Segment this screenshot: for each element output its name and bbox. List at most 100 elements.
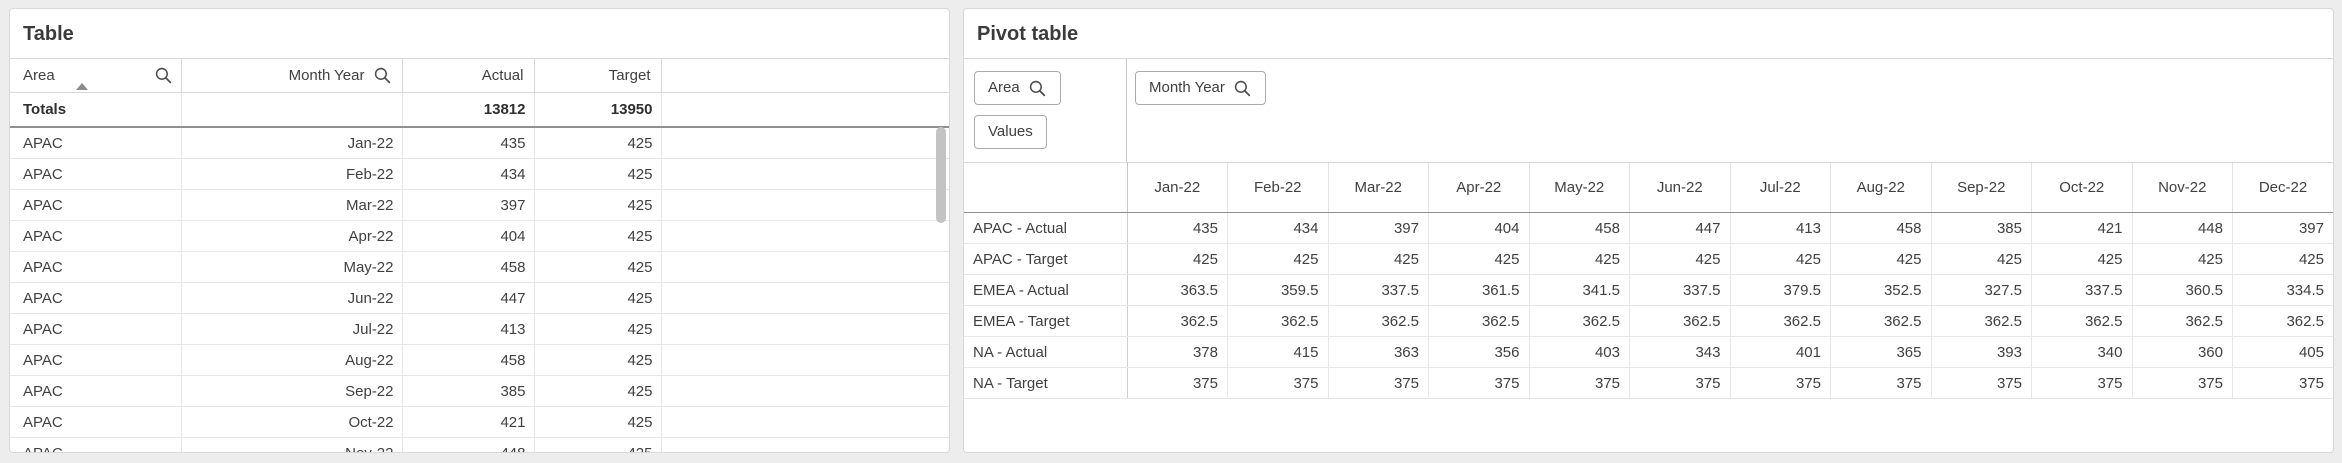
pivot-column-header[interactable]: Aug-22 (1830, 162, 1931, 213)
pivot-column-header[interactable]: Oct-22 (2031, 162, 2132, 213)
pivot-value-cell: 334.5 (2232, 274, 2333, 306)
cell-actual: 413 (402, 313, 535, 345)
pivot-column-header[interactable]: Sep-22 (1930, 162, 2032, 213)
cell-area[interactable]: APAC (10, 251, 182, 283)
pivot-dimension-area-button[interactable]: Area (974, 71, 1061, 105)
pivot-row-label[interactable]: APAC - Actual (964, 212, 1128, 244)
cell-empty (661, 437, 949, 452)
cell-month[interactable]: Aug-22 (181, 344, 403, 376)
pivot-row-label[interactable]: EMEA - Actual (964, 274, 1128, 306)
cell-month[interactable]: Nov-22 (181, 437, 403, 452)
table-row: APAC Jul-22 413 425 (10, 313, 949, 345)
pivot-value-cell: 362.5 (2232, 305, 2333, 337)
pivot-row-label[interactable]: APAC - Target (964, 243, 1128, 275)
pivot-value-cell: 403 (1528, 336, 1630, 368)
cell-area[interactable]: APAC (10, 406, 182, 438)
column-header-empty (661, 58, 949, 93)
pivot-value-cell: 375 (2131, 367, 2233, 399)
pivot-value-cell: 362.5 (2131, 305, 2233, 337)
pivot-column-header[interactable]: Apr-22 (1428, 162, 1529, 213)
pivot-values-button[interactable]: Values (974, 115, 1047, 149)
cell-month[interactable]: Jul-22 (181, 313, 403, 345)
pivot-row-label[interactable]: EMEA - Target (964, 305, 1128, 337)
column-header-month-year[interactable]: Month Year (181, 58, 403, 93)
pivot-value-cell: 425 (2031, 243, 2132, 275)
pivot-value-cell: 405 (2232, 336, 2333, 368)
cell-month[interactable]: Sep-22 (181, 375, 403, 407)
column-header-month-year-label: Month Year (288, 67, 365, 84)
cell-actual: 448 (402, 437, 535, 452)
pivot-dimension-month-year-button[interactable]: Month Year (1135, 71, 1266, 105)
cell-month[interactable]: Mar-22 (181, 189, 403, 221)
pivot-body: APAC - Actual 435 434 397 404 458 447 413 458 385… (964, 212, 2333, 399)
pivot-value-cell: 362.5 (1930, 305, 2032, 337)
cell-month[interactable]: Apr-22 (181, 220, 403, 252)
pivot-value-cell: 327.5 (1930, 274, 2032, 306)
cell-actual: 458 (402, 251, 535, 283)
cell-area[interactable]: APAC (10, 437, 182, 452)
pivot-value-cell: 458 (1528, 212, 1630, 244)
column-header-target[interactable]: Target (534, 58, 662, 93)
straight-table: Area Month Year (10, 58, 949, 452)
pivot-column-header[interactable]: Mar-22 (1327, 162, 1429, 213)
cell-area[interactable]: APAC (10, 127, 182, 159)
column-header-area[interactable]: Area (10, 58, 182, 93)
cell-area[interactable]: APAC (10, 344, 182, 376)
cell-target: 425 (534, 189, 662, 221)
pivot-row-label[interactable]: NA - Actual (964, 336, 1128, 368)
cell-target: 425 (534, 437, 662, 452)
cell-empty (661, 158, 949, 190)
vertical-scrollbar[interactable] (936, 127, 946, 223)
pivot-value-cell: 425 (1830, 243, 1931, 275)
search-icon[interactable] (373, 66, 392, 85)
cell-month[interactable]: Feb-22 (181, 158, 403, 190)
cell-area[interactable]: APAC (10, 282, 182, 314)
straight-table-body: Totals 13812 13950 APAC Jan-22 435 425 APAC F… (10, 92, 949, 452)
search-icon[interactable] (1233, 79, 1252, 98)
pivot-value-cell: 362.5 (1327, 305, 1429, 337)
pivot-column-header[interactable]: Jun-22 (1629, 162, 1730, 213)
cell-area[interactable]: APAC (10, 220, 182, 252)
pivot-row: NA - Target 375 375 375 375 375 375 375 375 375 37… (964, 367, 2333, 399)
cell-target: 425 (534, 344, 662, 376)
pivot-column-header[interactable]: Jan-22 (1126, 162, 1228, 213)
search-icon[interactable] (1028, 79, 1047, 98)
pivot-column-header[interactable]: May-22 (1528, 162, 1630, 213)
cell-month[interactable]: Jan-22 (181, 127, 403, 159)
table-row: APAC Oct-22 421 425 (10, 406, 949, 438)
pivot-value-cell: 362.5 (1528, 305, 1630, 337)
cell-area[interactable]: APAC (10, 158, 182, 190)
cell-target: 425 (534, 406, 662, 438)
cell-month[interactable]: Jun-22 (181, 282, 403, 314)
pivot-value-cell: 341.5 (1528, 274, 1630, 306)
column-header-area-label: Area (23, 67, 55, 84)
cell-target: 425 (534, 127, 662, 159)
totals-actual: 13812 (402, 92, 535, 128)
cell-month[interactable]: Oct-22 (181, 406, 403, 438)
cell-area[interactable]: APAC (10, 313, 182, 345)
pivot-value-cell: 401 (1729, 336, 1831, 368)
column-header-actual[interactable]: Actual (402, 58, 535, 93)
pivot-column-header[interactable]: Feb-22 (1227, 162, 1328, 213)
totals-label: Totals (10, 92, 182, 128)
search-icon[interactable] (154, 66, 173, 85)
pivot-value-cell: 375 (1930, 367, 2032, 399)
pivot-value-cell: 375 (1830, 367, 1931, 399)
cell-actual: 458 (402, 344, 535, 376)
pivot-value-cell: 375 (1629, 367, 1730, 399)
pivot-column-header[interactable]: Dec-22 (2232, 162, 2333, 213)
column-header-actual-label: Actual (481, 67, 524, 84)
cell-month[interactable]: May-22 (181, 251, 403, 283)
pivot-value-cell: 385 (1930, 212, 2032, 244)
cell-area[interactable]: APAC (10, 189, 182, 221)
pivot-dimension-area-label: Area (988, 79, 1020, 96)
pivot-column-header[interactable]: Nov-22 (2131, 162, 2233, 213)
totals-target: 13950 (534, 92, 662, 128)
cell-area[interactable]: APAC (10, 375, 182, 407)
cell-empty (661, 344, 949, 376)
pivot-value-cell: 362.5 (1126, 305, 1228, 337)
pivot-value-cell: 375 (1428, 367, 1529, 399)
cell-empty (661, 189, 949, 221)
pivot-column-header[interactable]: Jul-22 (1729, 162, 1831, 213)
pivot-row-label[interactable]: NA - Target (964, 367, 1128, 399)
